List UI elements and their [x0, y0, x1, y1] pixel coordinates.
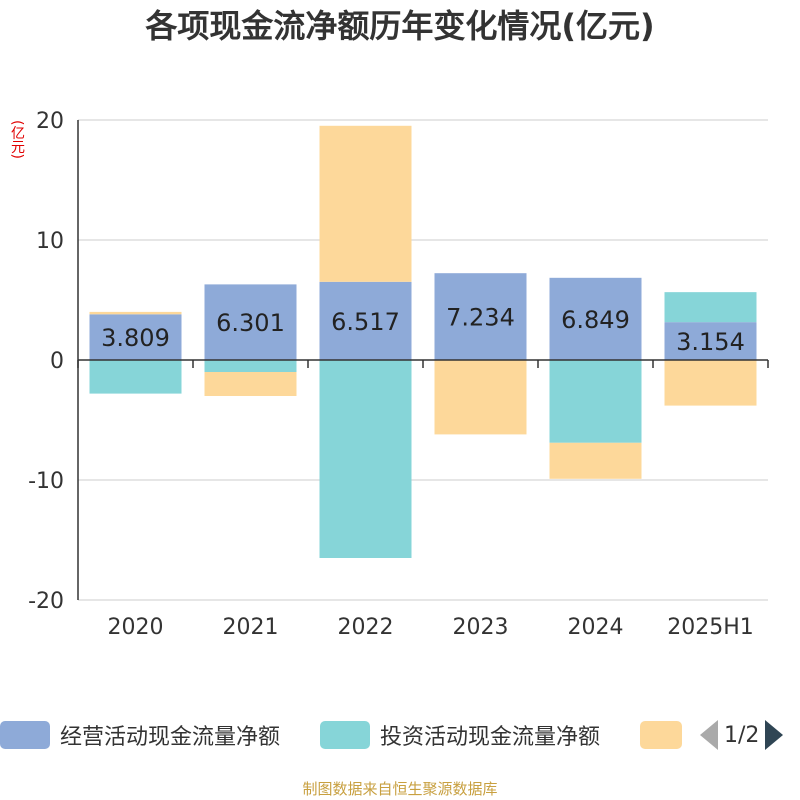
data-label: 6.517 — [331, 308, 400, 336]
x-tick-label: 2020 — [108, 615, 164, 640]
y-tick-label: -20 — [28, 589, 64, 614]
legend-pager: 1/2 — [700, 713, 784, 757]
legend-item-operating[interactable]: 经营活动现金流量净额 — [0, 713, 280, 757]
legend-item-investing[interactable]: 投资活动现金流量净额 — [320, 713, 600, 757]
legend-swatch-third — [640, 721, 682, 749]
data-labels: 3.809 6.301 6.517 7.234 6.849 3.154 — [101, 304, 745, 356]
bar-2-2021 — [204, 360, 297, 372]
data-source-note: 制图数据来自恒生聚源数据库 — [302, 780, 498, 798]
legend-label-investing: 投资活动现金流量净额 — [380, 725, 601, 750]
legend-item-third[interactable] — [640, 713, 682, 757]
axes: 20 10 0 -10 -20 2020 2021 2022 2023 2024 2025H1 — [28, 109, 769, 640]
bar-2-2022 — [319, 360, 412, 558]
y-tick-label: 10 — [36, 229, 64, 254]
legend-page-indicator: 1/2 — [724, 722, 760, 748]
bar-1-2023 — [434, 273, 527, 360]
bar-2-2025H1 — [664, 292, 757, 323]
x-tick-label: 2021 — [223, 615, 279, 640]
x-tick-label: 2022 — [338, 615, 394, 640]
bar-1-2022 — [319, 281, 412, 360]
legend: 经营活动现金流量净额 投资活动现金流量净额 1/2 — [0, 713, 800, 757]
y-tick-label: 20 — [36, 109, 64, 134]
bar-2-2020 — [89, 360, 182, 394]
bar-1-2024 — [549, 277, 642, 360]
x-tick-label: 2023 — [453, 615, 509, 640]
x-tick-label: 2025H1 — [667, 615, 754, 640]
bar-1-2025H1 — [664, 322, 757, 360]
bar-2-2024 — [549, 360, 642, 443]
legend-label-operating: 经营活动现金流量净额 — [60, 725, 281, 750]
bar-3-2020 — [89, 311, 182, 315]
next-page-icon[interactable] — [765, 720, 784, 750]
bar-chart: 20 10 0 -10 -20 2020 2021 2022 2023 2024 2025H1 3.… — [28, 109, 769, 640]
bar-1-2021 — [204, 284, 297, 360]
bar-3-2022 — [319, 125, 412, 282]
grid-lines — [78, 119, 768, 601]
data-label: 7.234 — [446, 304, 515, 332]
bar-3-2025H1 — [664, 360, 757, 406]
data-label: 3.154 — [676, 328, 745, 356]
bar-series — [89, 125, 757, 558]
prev-page-icon[interactable] — [700, 720, 718, 750]
data-label: 6.849 — [561, 306, 630, 334]
y-tick-label: -10 — [28, 469, 64, 494]
bar-3-2023 — [434, 360, 527, 435]
y-axis-unit: (亿元) — [9, 120, 25, 159]
chart-title: 各项现金流净额历年变化情况(亿元) — [145, 7, 655, 45]
data-label: 3.809 — [101, 324, 170, 352]
bar-3-2024 — [549, 442, 642, 479]
legend-swatch-operating — [0, 721, 50, 749]
bar-3-2021 — [204, 372, 297, 396]
bar-1-2020 — [89, 314, 182, 360]
legend-swatch-investing — [320, 721, 370, 749]
x-tick-label: 2024 — [568, 615, 624, 640]
y-tick-label: 0 — [50, 349, 64, 374]
data-label: 6.301 — [216, 309, 285, 337]
